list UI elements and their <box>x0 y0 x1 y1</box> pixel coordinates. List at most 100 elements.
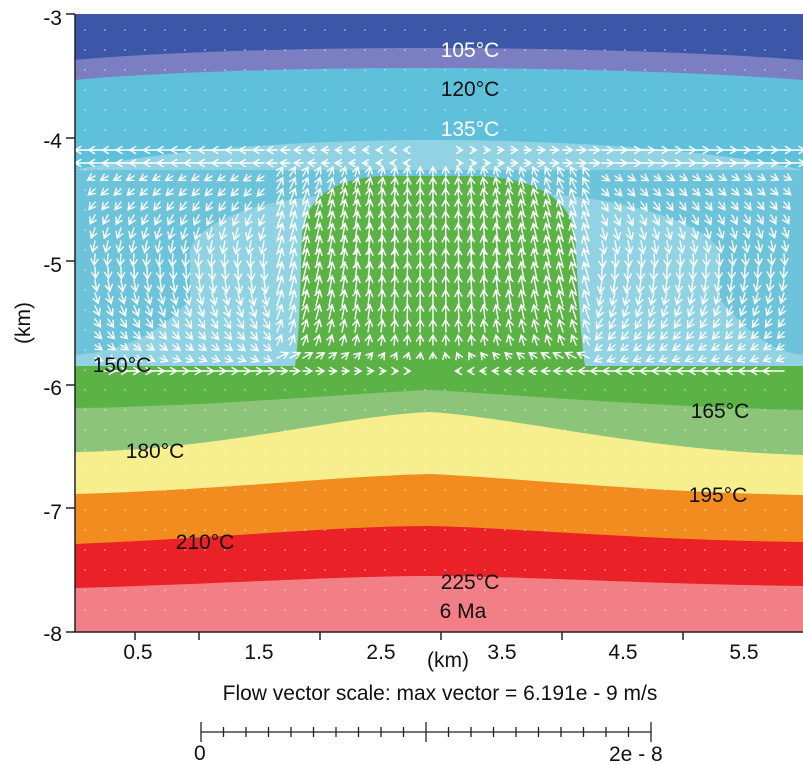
grid-dot <box>84 189 86 191</box>
flow-vector <box>467 165 476 177</box>
flow-vector <box>614 173 624 182</box>
flow-vector <box>276 222 285 242</box>
grid-dot <box>224 469 226 471</box>
grid-dot <box>584 589 586 591</box>
flow-vector <box>530 210 539 229</box>
grid-dot <box>244 589 246 591</box>
flow-vector <box>132 318 141 329</box>
flow-vector <box>689 253 698 268</box>
flow-vector <box>614 145 629 155</box>
flow-vector <box>125 173 135 181</box>
grid-dot <box>744 569 746 571</box>
grid-dot <box>584 529 586 531</box>
flow-vector <box>178 188 187 197</box>
grid-dot <box>84 349 86 351</box>
flow-vector <box>364 165 373 177</box>
grid-dot <box>704 409 706 411</box>
grid-dot <box>84 469 86 471</box>
grid-dot <box>344 529 346 531</box>
flow-vector <box>661 292 670 306</box>
flow-scale-caption: Flow vector scale: max vector = 6.191e -… <box>223 682 658 705</box>
grid-dot <box>564 489 566 491</box>
flow-vector <box>556 303 565 320</box>
grid-dot <box>704 89 706 91</box>
grid-dot <box>544 469 546 471</box>
grid-dot <box>404 389 406 391</box>
grid-dot <box>284 589 286 591</box>
flow-vector <box>769 214 777 225</box>
grid-dot <box>584 569 586 571</box>
flow-vector <box>366 366 375 376</box>
grid-dot <box>84 209 86 211</box>
flow-vector <box>493 333 502 346</box>
grid-dot <box>584 109 586 111</box>
flow-vector <box>601 366 616 376</box>
flow-vector <box>564 351 577 360</box>
flow-vector <box>731 173 741 181</box>
flow-vector <box>276 260 285 281</box>
flow-vector <box>490 366 500 376</box>
flow-vector <box>783 145 803 155</box>
flow-vector <box>375 145 384 155</box>
flow-vector <box>428 288 438 307</box>
grid-dot <box>444 509 446 511</box>
grid-dot <box>744 109 746 111</box>
flow-vector <box>517 247 527 268</box>
flow-vector <box>221 279 231 294</box>
flow-vector <box>738 318 747 329</box>
flow-vector <box>146 331 155 340</box>
flow-vector <box>633 331 642 341</box>
flow-vector <box>315 352 326 360</box>
grid-dot <box>164 129 166 131</box>
grid-dot <box>244 69 246 71</box>
flow-vector <box>390 165 399 177</box>
flow-vector <box>645 354 655 363</box>
flow-vector <box>365 274 374 294</box>
flow-vector <box>249 318 258 330</box>
flow-vector <box>209 292 218 307</box>
flow-vector <box>715 253 724 268</box>
grid-dot <box>444 129 446 131</box>
grid-dot <box>284 49 286 51</box>
flow-vector <box>364 318 374 333</box>
grid-dot <box>624 49 626 51</box>
grid-dot <box>84 109 86 111</box>
grid-dot <box>244 129 246 131</box>
flow-vector <box>276 210 285 229</box>
flow-vector <box>653 188 662 197</box>
flow-vector <box>480 333 489 346</box>
grid-dot <box>464 449 466 451</box>
grid-dot <box>304 509 306 511</box>
flow-vector <box>120 331 129 340</box>
flow-vector <box>543 187 552 203</box>
grid-dot <box>524 109 526 111</box>
grid-dot <box>684 29 686 31</box>
flow-vector <box>218 201 227 212</box>
flow-vector <box>352 303 361 320</box>
grid-dot <box>324 389 326 391</box>
grid-dot <box>464 509 466 511</box>
flow-vector <box>118 292 127 305</box>
flow-vector <box>598 253 607 269</box>
flow-vector <box>262 318 271 330</box>
flow-vector <box>666 173 676 182</box>
flow-vector <box>690 240 699 254</box>
flow-vector <box>230 188 239 197</box>
y-axis-label: (km) <box>12 302 35 344</box>
grid-dot <box>264 69 266 71</box>
plot-area <box>75 14 803 632</box>
flow-vector <box>364 303 374 320</box>
flow-vector <box>87 187 96 196</box>
isotherm-label-225: 225°C <box>441 571 500 594</box>
grid-dot <box>224 509 226 511</box>
grid-dot <box>544 109 546 111</box>
flow-vector <box>403 288 412 307</box>
grid-dot <box>264 109 266 111</box>
flow-vector <box>588 158 601 168</box>
grid-dot <box>164 449 166 451</box>
flow-vector <box>441 165 450 177</box>
grid-dot <box>564 409 566 411</box>
flow-vector <box>365 187 374 203</box>
grid-dot <box>264 529 266 531</box>
flow-vector <box>245 227 254 242</box>
